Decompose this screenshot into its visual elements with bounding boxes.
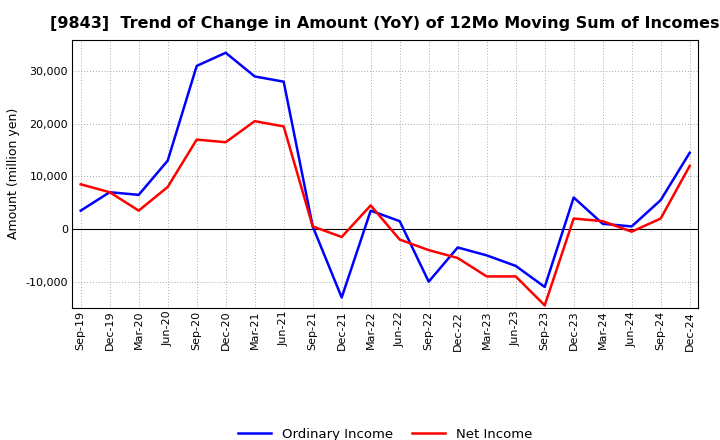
Net Income — [395, 237, 404, 242]
Net Income — [308, 224, 317, 229]
Legend: Ordinary Income, Net Income: Ordinary Income, Net Income — [238, 427, 532, 440]
Ordinary Income — [76, 208, 85, 213]
Net Income — [454, 255, 462, 260]
Ordinary Income — [251, 74, 259, 79]
Ordinary Income — [627, 224, 636, 229]
Net Income — [279, 124, 288, 129]
Net Income — [627, 229, 636, 235]
Ordinary Income — [685, 150, 694, 155]
Net Income — [570, 216, 578, 221]
Ordinary Income — [366, 208, 375, 213]
Net Income — [338, 235, 346, 240]
Ordinary Income — [511, 263, 520, 268]
Y-axis label: Amount (million yen): Amount (million yen) — [6, 108, 19, 239]
Ordinary Income — [541, 284, 549, 290]
Net Income — [192, 137, 201, 142]
Ordinary Income — [338, 295, 346, 300]
Net Income — [366, 203, 375, 208]
Line: Net Income: Net Income — [81, 121, 690, 305]
Net Income — [76, 182, 85, 187]
Ordinary Income — [308, 224, 317, 229]
Ordinary Income — [163, 158, 172, 163]
Net Income — [251, 118, 259, 124]
Net Income — [105, 190, 114, 195]
Ordinary Income — [135, 192, 143, 198]
Ordinary Income — [454, 245, 462, 250]
Ordinary Income — [192, 63, 201, 69]
Ordinary Income — [570, 195, 578, 200]
Net Income — [541, 303, 549, 308]
Net Income — [424, 247, 433, 253]
Net Income — [598, 219, 607, 224]
Net Income — [221, 139, 230, 145]
Ordinary Income — [657, 198, 665, 203]
Ordinary Income — [221, 50, 230, 55]
Ordinary Income — [395, 219, 404, 224]
Ordinary Income — [105, 190, 114, 195]
Net Income — [685, 163, 694, 169]
Ordinary Income — [279, 79, 288, 84]
Title: [9843]  Trend of Change in Amount (YoY) of 12Mo Moving Sum of Incomes: [9843] Trend of Change in Amount (YoY) o… — [50, 16, 720, 32]
Net Income — [657, 216, 665, 221]
Ordinary Income — [424, 279, 433, 284]
Ordinary Income — [598, 221, 607, 227]
Net Income — [135, 208, 143, 213]
Line: Ordinary Income: Ordinary Income — [81, 53, 690, 297]
Net Income — [163, 184, 172, 190]
Net Income — [482, 274, 491, 279]
Net Income — [511, 274, 520, 279]
Ordinary Income — [482, 253, 491, 258]
